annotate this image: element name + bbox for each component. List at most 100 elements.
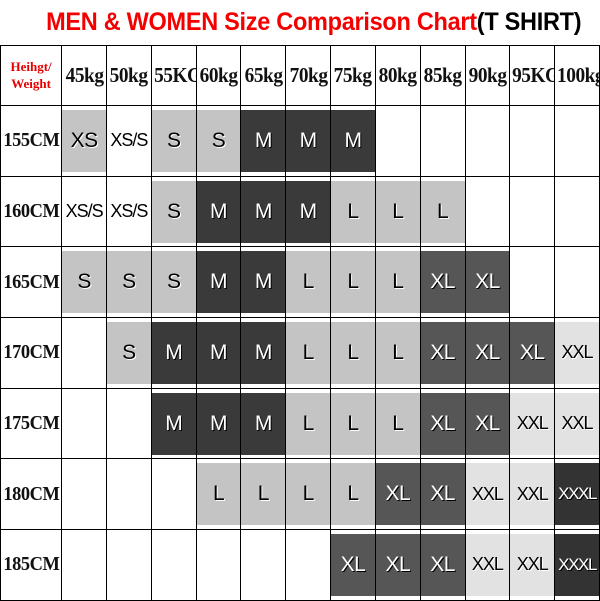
title-main-text: MEN & WOMEN Size Comparison Chart [46,8,478,36]
size-cell [554,175,600,248]
column-header-weight-11: 100kg [554,45,600,106]
size-cell: S [106,317,152,389]
size-chip-xs-s: XS/S [110,201,148,222]
size-cell: XS/S [106,175,152,248]
size-chip-l: L [286,321,330,384]
size-cell: M [285,175,332,248]
size-cell: S [61,246,107,319]
column-header-weight-6: 75kg [330,45,376,106]
size-chip-l: L [331,180,375,243]
size-chip-xl: XL [421,321,465,384]
size-cell: S [150,175,197,248]
chart-title-bar: MEN & WOMEN Size Comparison Chart(T SHIR… [0,0,600,45]
size-chip-l: L [331,321,375,384]
size-cell [61,458,107,531]
size-cell [464,175,511,248]
size-cell: L [330,246,376,319]
size-chip-empty [556,251,599,313]
size-cell: M [150,317,197,389]
column-header-weight-10: 95KG [509,45,556,106]
size-chip-empty [107,393,150,455]
size-chip-m: M [286,109,330,172]
size-cell [419,105,466,177]
size-cell [150,458,197,531]
size-cell: M [195,175,242,248]
row-header-height-4: 175CM [0,387,63,460]
size-chip-l: L [286,463,330,526]
table-row: 180CM L L L L XL XL XXL XXL XXXL [0,458,600,531]
size-chip-empty [63,393,106,455]
size-chip-empty [466,110,509,172]
size-cell: L [240,458,287,531]
size-cell: M [240,175,287,248]
size-chip-empty [63,463,106,525]
size-cell: XXL [509,529,556,601]
size-chip-xs-s: XS/S [65,201,104,222]
size-chip-s: S [107,321,151,384]
size-cell: XXXL [554,458,600,531]
size-chip-xl: XL [510,321,554,384]
size-cell [509,175,556,248]
size-chip-empty [376,110,419,172]
table-row: 185CM XL XL XL XXL XXL XXXL [0,529,600,601]
size-cell: L [374,246,421,319]
size-chip-m: M [286,180,330,243]
size-chip-s: S [152,180,196,243]
size-cell: M [285,105,332,177]
size-cell: L [285,387,332,460]
size-chip-m: M [241,392,285,455]
size-chip-xl: XL [331,533,375,596]
size-chip-empty [421,110,464,172]
size-cell [464,105,511,177]
size-chip-l: L [286,251,330,314]
size-cell: L [374,317,421,389]
size-chip-empty [556,181,599,243]
size-chip-xl: XL [421,463,465,526]
size-chip-xxl: XXL [510,533,554,596]
size-cell: XS [61,105,107,177]
size-chip-m: M [197,180,240,243]
column-header-weight-5: 70kg [285,45,332,106]
size-chip-m: M [152,392,196,455]
size-cell [240,529,287,601]
size-chip-xl: XL [376,463,420,526]
size-chip-l: L [376,321,420,384]
size-cell [554,246,600,319]
size-cell [374,105,421,177]
size-cell: XL [374,529,421,601]
size-chip-xxl: XXL [465,463,509,526]
size-cell: XL [464,246,511,319]
size-chip-s: S [62,251,106,314]
size-cell: M [195,246,242,319]
size-chip-xxxl: XXXL [555,463,599,526]
size-cell: L [374,175,421,248]
column-header-weight-3: 60kg [195,45,242,106]
row-header-height-3: 170CM [0,317,63,389]
row-header-label: 165CM [3,270,60,293]
size-chip-m: M [197,321,240,384]
table-row: 165CM S S S M M L L L XL XL [0,246,600,319]
size-chip-s: S [107,251,151,314]
size-cell [106,458,152,531]
size-cell: XL [464,387,511,460]
row-header-label: 160CM [3,200,60,223]
size-chip-xs-s: XS/S [110,130,148,151]
size-cell: XL [419,246,466,319]
size-chip-empty [511,181,554,243]
size-cell: XL [509,317,556,389]
size-cell: XXL [509,458,556,531]
size-chip-xxl: XXL [465,533,509,596]
size-chip-l: L [331,392,375,455]
row-header-label: 155CM [3,129,60,152]
column-header-weight-0: 45kg [61,45,107,106]
size-cell: XS/S [61,175,107,248]
size-chip-empty [107,463,150,525]
size-chip-xl: XL [465,321,509,384]
corner-header-heihgt-weight: Heihgt/ Weight [0,45,63,106]
size-cell: S [150,246,197,319]
size-chip-empty [63,322,106,384]
size-cell [61,529,107,601]
size-chip-xl: XL [465,251,509,314]
size-cell [106,387,152,460]
size-cell [61,317,107,389]
